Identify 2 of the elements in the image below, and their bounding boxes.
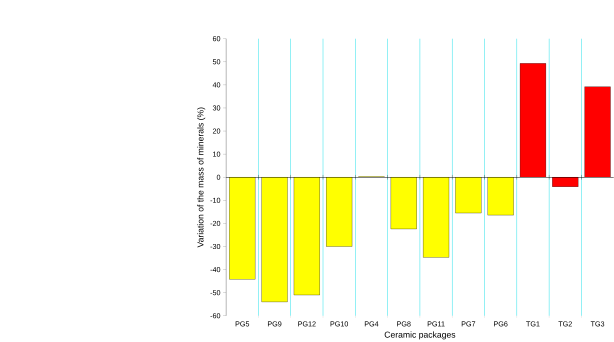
x-axis-title: Ceramic packages — [384, 331, 456, 340]
y-axis-title: Variation of the mass of minerals (%) — [197, 108, 206, 248]
